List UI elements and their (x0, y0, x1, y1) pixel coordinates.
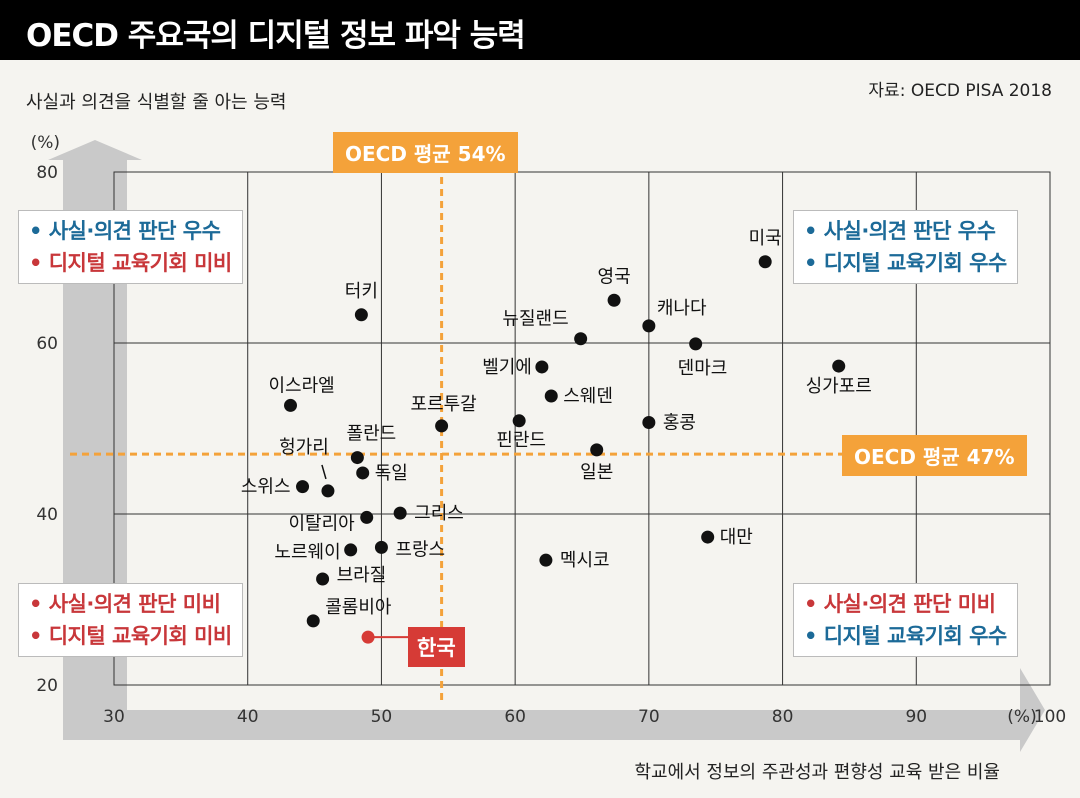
x-tick-label: 40 (237, 707, 259, 727)
y-axis-label: 사실과 의견을 식별할 줄 아는 능력 (26, 92, 287, 113)
x-tick-label: 50 (371, 707, 393, 727)
data-point-label: 그리스 (414, 503, 464, 524)
data-point-label: 덴마크 (678, 358, 728, 379)
data-point (512, 414, 526, 428)
data-point (590, 443, 604, 457)
data-point-label: 벨기에 (482, 357, 532, 378)
quadrant-text: • 사실·의견 판단 우수 (804, 219, 996, 243)
data-point (360, 510, 374, 524)
data-point (832, 359, 846, 373)
x-tick-label: 80 (772, 707, 794, 727)
x-axis-label: 학교에서 정보의 주관성과 편향성 교육 받은 비율 (634, 762, 1000, 783)
data-point (374, 540, 388, 554)
oecd-avg-x-label: OECD 평균 54% (333, 132, 518, 173)
data-point (435, 419, 449, 433)
quadrant-bottom-right: • 사실·의견 판단 미비 • 디지털 교육기회 우수 (793, 583, 1018, 657)
data-point (539, 553, 553, 567)
data-point-label: 스웨덴 (563, 386, 613, 407)
data-point (354, 308, 368, 322)
data-point-highlight (361, 630, 375, 644)
data-point-label: 홍콩 (663, 413, 696, 434)
data-point-label: 스위스 (241, 477, 291, 498)
data-point (306, 614, 320, 628)
data-point-label: 캐나다 (657, 298, 707, 319)
quadrant-bottom-left: • 사실·의견 판단 미비 • 디지털 교육기회 미비 (18, 583, 243, 657)
data-point-label: 이스라엘 (269, 375, 335, 396)
oecd-avg-y-label: OECD 평균 47% (842, 435, 1027, 476)
data-point (356, 466, 370, 480)
data-point-label: 핀란드 (496, 430, 546, 451)
data-point (321, 484, 335, 498)
data-point-label: 대만 (720, 527, 753, 548)
quadrant-text: • 디지털 교육기회 우수 (804, 251, 1007, 275)
quadrant-top-left: • 사실·의견 판단 우수 • 디지털 교육기회 미비 (18, 210, 243, 284)
source-note: 자료: OECD PISA 2018 (868, 81, 1052, 101)
data-point-label: 영국 (598, 266, 631, 287)
data-point-label: 프랑스 (395, 539, 445, 560)
data-point-label: 이탈리아 (288, 513, 355, 534)
data-point (642, 416, 656, 430)
data-point-label: 헝가리 (279, 437, 329, 458)
y-unit-label: (%) (31, 133, 60, 153)
quadrant-text: • 사실·의견 판단 우수 (29, 219, 221, 243)
data-point (758, 255, 772, 269)
data-point (642, 319, 656, 333)
x-tick-label: 30 (103, 707, 125, 727)
korea-tag-text: 한국 (417, 636, 456, 660)
data-point-label: 멕시코 (560, 550, 610, 571)
data-point-label: 터키 (345, 281, 378, 302)
quadrant-text: • 디지털 교육기회 미비 (29, 251, 232, 275)
data-point (544, 389, 558, 403)
data-point-label: 독일 (375, 463, 408, 484)
y-tick-label: 80 (36, 163, 58, 183)
data-point-label: 뉴질랜드 (502, 309, 568, 330)
korea-highlight-tag: 한국 (408, 627, 465, 667)
data-point (607, 293, 621, 307)
data-point-label: 싱가포르 (806, 376, 872, 397)
hungary-leader-line (321, 464, 327, 480)
plot-frame (113, 171, 1051, 686)
data-point-label: 폴란드 (347, 424, 397, 445)
chart-title: OECD 주요국의 디지털 정보 파악 능력 (26, 18, 526, 54)
data-point (316, 572, 330, 586)
data-point (689, 337, 703, 351)
y-tick-label: 20 (36, 676, 58, 696)
data-point-label: 브라질 (337, 565, 387, 586)
x-tick-label: 70 (638, 707, 660, 727)
data-point (701, 530, 715, 544)
data-point (535, 360, 549, 374)
quadrant-top-right: • 사실·의견 판단 우수 • 디지털 교육기회 우수 (793, 210, 1018, 284)
quadrant-text: • 디지털 교육기회 우수 (804, 624, 1007, 648)
x-tick-label: 90 (905, 707, 927, 727)
quadrant-text: • 사실·의견 판단 미비 (29, 592, 221, 616)
data-point (284, 398, 298, 412)
data-point-label: 일본 (580, 462, 613, 483)
x-tick-label: 100 (1034, 707, 1066, 727)
data-point (296, 480, 310, 494)
x-unit-label: (%) (1007, 707, 1036, 727)
x-tick-label: 60 (504, 707, 526, 727)
data-point (350, 451, 364, 465)
quadrant-text: • 사실·의견 판단 미비 (804, 592, 996, 616)
data-point-label: 콜롬비아 (325, 597, 392, 618)
header-bar: OECD 주요국의 디지털 정보 파악 능력 (0, 0, 1080, 60)
x-axis-arrow (63, 668, 1045, 752)
y-tick-label: 60 (36, 334, 58, 354)
data-point-label: 미국 (749, 228, 782, 249)
data-point (574, 332, 588, 346)
data-point (393, 506, 407, 520)
data-point-label: 포르투갈 (410, 394, 476, 415)
data-point (344, 543, 358, 557)
y-tick-label: 40 (36, 505, 58, 525)
data-point-label: 노르웨이 (274, 542, 340, 563)
quadrant-text: • 디지털 교육기회 미비 (29, 624, 232, 648)
